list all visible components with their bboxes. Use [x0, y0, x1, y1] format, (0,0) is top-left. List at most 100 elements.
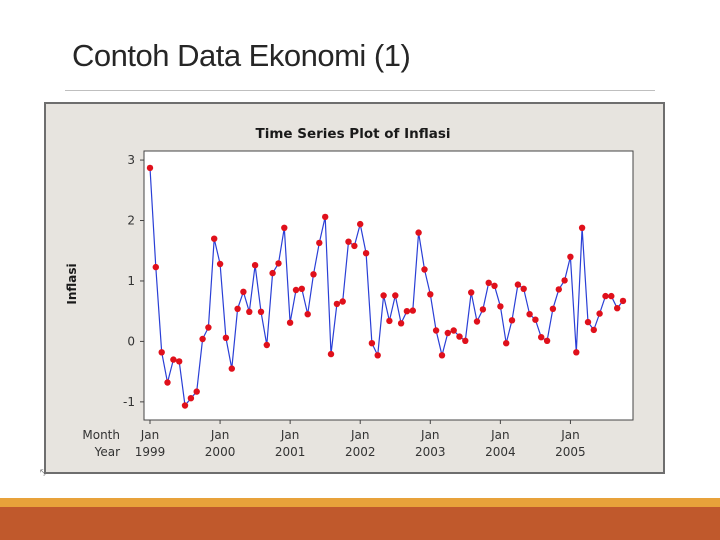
data-point	[339, 298, 346, 305]
data-point	[421, 266, 428, 273]
plot-area	[143, 150, 634, 421]
data-point	[251, 262, 259, 269]
data-point	[462, 337, 469, 344]
data-point	[590, 326, 597, 334]
data-point	[234, 305, 241, 312]
data-point	[257, 308, 265, 315]
data-point	[152, 263, 159, 271]
data-point	[491, 282, 498, 289]
data-point	[327, 350, 335, 358]
data-point	[444, 329, 451, 337]
x-tick-label-year: 1999	[135, 445, 166, 459]
data-point	[602, 292, 609, 300]
y-axis-label: Inflasi	[65, 263, 79, 304]
data-point	[246, 308, 253, 315]
data-point	[584, 318, 592, 326]
data-point	[514, 281, 522, 288]
data-point	[392, 292, 399, 299]
data-point	[520, 285, 527, 292]
data-point	[199, 335, 206, 343]
data-point	[304, 311, 311, 318]
x-axis-label-month: Month	[82, 428, 120, 442]
data-point	[240, 288, 247, 295]
data-point	[503, 340, 510, 347]
data-point	[146, 164, 154, 172]
data-point	[368, 340, 376, 347]
data-point	[269, 269, 276, 277]
data-point	[316, 239, 323, 247]
data-point	[397, 320, 405, 327]
data-point	[538, 334, 545, 341]
data-point	[409, 307, 416, 314]
corner-mark: ⤣	[40, 468, 46, 479]
y-tick-label: 1	[127, 274, 135, 288]
data-point	[263, 341, 270, 349]
data-point	[187, 395, 195, 402]
y-tick-label: 0	[127, 334, 135, 348]
data-point	[508, 317, 516, 324]
data-point	[286, 319, 294, 326]
data-point	[432, 327, 440, 334]
data-point	[211, 235, 218, 242]
y-tick-label: 3	[127, 153, 135, 167]
series-line-inflasi	[149, 167, 624, 407]
footer-bar	[0, 507, 720, 540]
x-tick-label-month: Jan	[140, 428, 160, 442]
data-point	[170, 356, 177, 363]
data-point	[532, 316, 539, 323]
data-point	[567, 253, 574, 260]
data-point	[561, 277, 568, 284]
data-point	[497, 303, 504, 310]
data-point	[322, 213, 329, 221]
data-point	[362, 250, 370, 257]
x-tick-label-year: 2002	[345, 445, 376, 459]
data-point	[468, 289, 475, 296]
x-axis-label-year: Year	[94, 445, 120, 459]
data-point	[526, 311, 533, 318]
data-point	[357, 220, 364, 228]
chart-title: Time Series Plot of Inflasi	[255, 126, 450, 142]
data-point	[614, 305, 621, 312]
data-point	[176, 358, 183, 365]
x-tick-label-month: Jan	[420, 428, 440, 442]
x-tick-label-year: 2005	[555, 445, 586, 459]
x-tick-label-year: 2003	[415, 445, 446, 459]
slide-title: Contoh Data Ekonomi (1)	[72, 38, 411, 73]
inflation-chart: Time Series Plot of Inflasi Inflasi Mont…	[65, 126, 634, 459]
data-point	[380, 292, 387, 299]
data-point	[351, 242, 358, 250]
data-point	[427, 291, 434, 298]
data-point	[345, 238, 352, 245]
data-point	[450, 327, 457, 334]
data-point	[228, 365, 235, 372]
data-point	[205, 324, 212, 331]
data-point	[292, 286, 300, 294]
data-point	[438, 352, 446, 359]
x-tick-label-month: Jan	[280, 428, 300, 442]
data-point	[555, 286, 562, 293]
data-point	[596, 310, 603, 317]
data-point	[374, 352, 381, 359]
data-point	[216, 260, 224, 268]
data-point	[275, 260, 282, 267]
data-point	[193, 388, 200, 395]
x-tick-label-month: Jan	[210, 428, 230, 442]
data-point	[608, 292, 615, 300]
data-point	[456, 333, 463, 340]
data-point	[158, 349, 165, 356]
x-tick-label-year: 2000	[205, 445, 236, 459]
data-point	[333, 300, 341, 308]
x-tick-label-year: 2004	[485, 445, 516, 459]
x-tick-label-month: Jan	[350, 428, 370, 442]
data-point	[281, 224, 288, 231]
data-point	[479, 306, 487, 313]
data-point	[164, 379, 171, 386]
data-point	[578, 224, 586, 231]
data-point	[181, 402, 189, 409]
y-tick-label: 2	[127, 214, 135, 228]
data-point	[543, 337, 551, 344]
x-tick-label-month: Jan	[490, 428, 510, 442]
data-point	[222, 334, 230, 341]
x-tick-label-year: 2001	[275, 445, 306, 459]
title-divider	[65, 90, 655, 91]
